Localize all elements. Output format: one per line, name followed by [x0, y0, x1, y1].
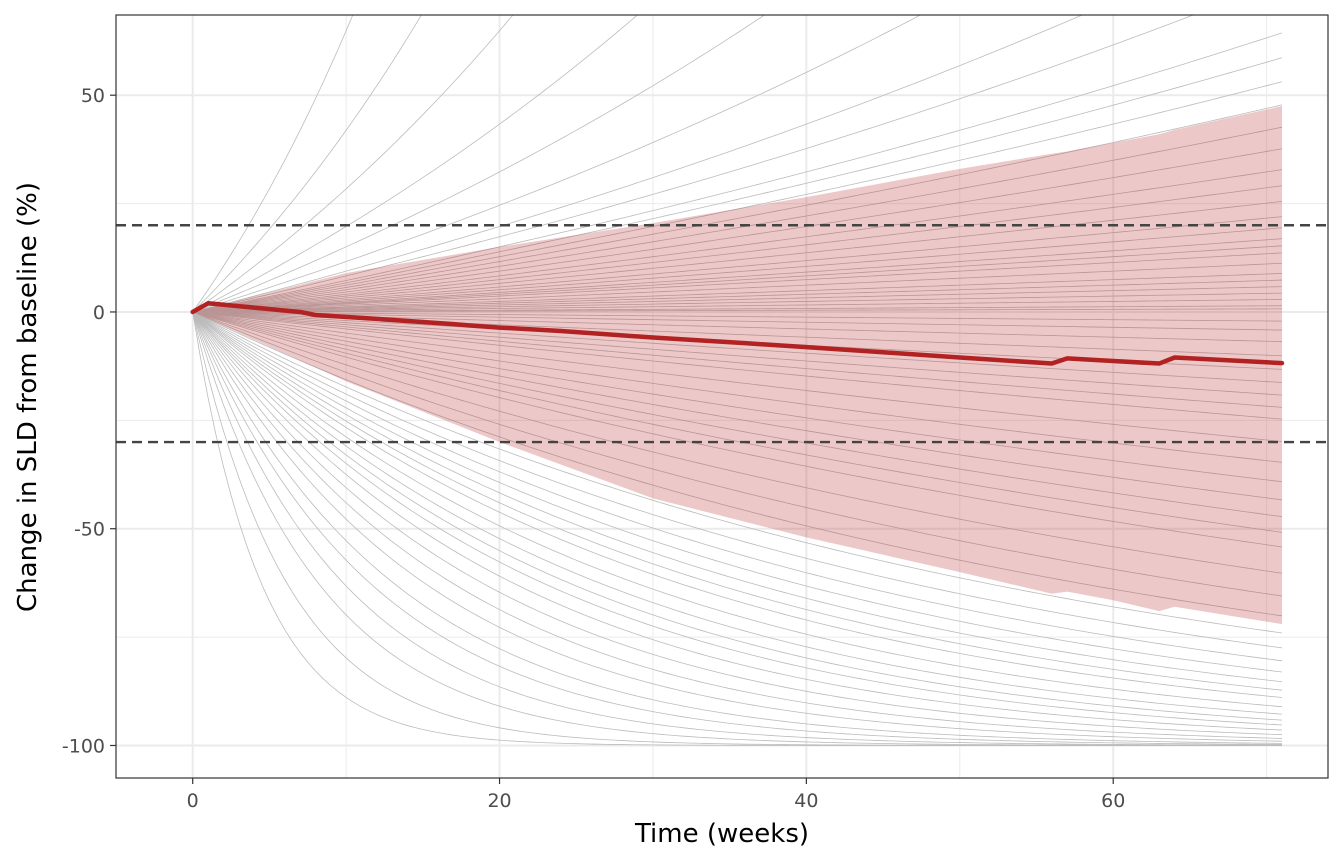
individual-curve — [192, 185, 1283, 313]
individual-curve — [192, 299, 1282, 313]
individual-curve — [192, 311, 1283, 673]
individual-curve — [192, 81, 1283, 313]
individual-curve — [192, 311, 1283, 574]
individual-curve — [192, 311, 1283, 617]
individual-curve — [192, 311, 1282, 746]
individual-curve — [192, 311, 1282, 726]
individual-curve — [192, 311, 1283, 649]
x-tick-label: 40 — [794, 790, 818, 812]
reference-lines — [116, 224, 1328, 444]
individual-curve — [192, 279, 1282, 313]
individual-curve — [192, 15, 639, 313]
x-tick-label: 0 — [187, 790, 199, 812]
individual-curve — [192, 15, 1084, 313]
x-axis-ticks: 0 20 40 60 — [187, 778, 1125, 812]
y-axis-ticks: -100 -50 0 50 — [62, 85, 116, 757]
individual-curves — [192, 15, 1283, 746]
individual-curve — [192, 308, 1282, 313]
y-axis-title: Change in SLD from baseline (%) — [13, 182, 43, 612]
y-tick-label: -50 — [74, 519, 105, 541]
individual-curve — [192, 262, 1282, 313]
individual-curve — [192, 15, 766, 313]
individual-curve — [192, 245, 1282, 313]
median-line — [190, 301, 1285, 366]
individual-curve — [192, 32, 1283, 313]
individual-curve — [192, 311, 1283, 408]
individual-curve — [192, 311, 1282, 736]
individual-curve — [192, 273, 1282, 313]
individual-curve — [192, 292, 1282, 313]
individual-curve — [192, 238, 1282, 313]
individual-curve — [192, 311, 1283, 501]
x-tick-label: 20 — [487, 790, 511, 812]
individual-curve — [192, 311, 1282, 746]
individual-curve — [192, 252, 1282, 313]
median-path — [190, 301, 1285, 366]
individual-curve — [192, 311, 1282, 331]
individual-curve — [192, 311, 1283, 708]
individual-curve — [192, 311, 1283, 548]
individual-curve — [192, 311, 1283, 683]
individual-curve — [192, 311, 1282, 742]
individual-curve — [192, 126, 1283, 313]
individual-curve — [192, 311, 1283, 715]
x-tick-label: 60 — [1101, 790, 1125, 812]
individual-curve — [192, 15, 514, 313]
individual-curve — [192, 15, 922, 313]
individual-curve — [192, 311, 1283, 533]
individual-curve — [192, 311, 1282, 745]
individual-curve — [192, 311, 1282, 721]
individual-curve — [192, 311, 1283, 691]
confidence-band — [192, 106, 1282, 625]
individual-curve — [192, 311, 1283, 662]
y-tick-label: -100 — [62, 735, 105, 757]
y-tick-label: 0 — [93, 302, 105, 324]
individual-curve — [192, 169, 1283, 313]
individual-curve — [192, 311, 1282, 744]
y-tick-label: 50 — [81, 85, 105, 107]
individual-curve — [192, 57, 1283, 313]
individual-curve — [192, 311, 1282, 383]
individual-curve — [192, 311, 1282, 396]
individual-curve — [192, 311, 1283, 698]
individual-curve — [192, 148, 1283, 313]
individual-curve — [192, 227, 1283, 313]
x-axis-title: Time (weeks) — [634, 819, 809, 849]
individual-curve — [192, 311, 1282, 739]
individual-curve — [192, 216, 1283, 313]
individual-curve — [192, 311, 1283, 597]
individual-curve — [192, 15, 1195, 313]
individual-curve — [192, 311, 1283, 518]
individual-curve — [192, 311, 1283, 483]
individual-curve — [192, 311, 1283, 634]
individual-curve — [192, 305, 1282, 313]
individual-curve — [192, 104, 1283, 313]
individual-curve — [192, 311, 1282, 322]
individual-curve — [192, 311, 1283, 420]
individual-curve — [192, 311, 1282, 731]
individual-curve — [192, 200, 1283, 313]
panel-border — [115, 14, 1329, 779]
individual-curve — [192, 15, 422, 313]
confidence-band-area — [192, 106, 1282, 625]
individual-curve — [192, 286, 1282, 313]
individual-curve — [192, 311, 1283, 442]
